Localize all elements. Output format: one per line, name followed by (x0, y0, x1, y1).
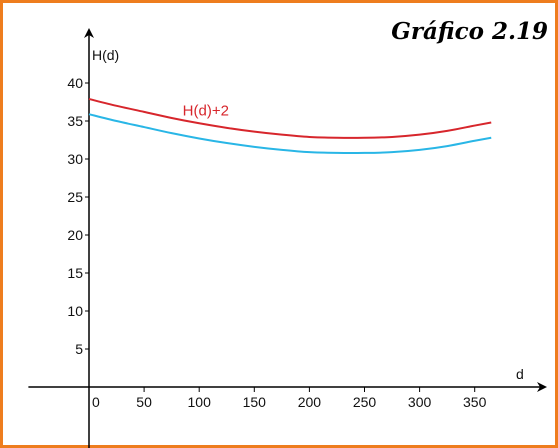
x-tick-label: 0 (92, 394, 100, 410)
x-tick-label: 100 (188, 394, 212, 410)
x-tick-label: 150 (243, 394, 267, 410)
y-tick-label: 20 (67, 227, 83, 243)
x-axis-label: d (516, 366, 524, 382)
chart-title: Gráfico 2.19 (391, 18, 548, 45)
y-tick-label: 15 (67, 265, 83, 281)
series-label: H(d)+2 (183, 102, 229, 119)
y-tick-label: 40 (67, 75, 83, 91)
y-tick-label: 30 (67, 151, 83, 167)
x-tick-label: 300 (408, 394, 432, 410)
series-line-h-plus-2 (88, 97, 492, 139)
series-line-h (88, 113, 492, 155)
y-tick-label: 10 (67, 303, 83, 319)
y-axis-label: H(d) (92, 47, 119, 63)
x-tick-label: 50 (136, 394, 152, 410)
x-tick-label: 200 (298, 394, 322, 410)
x-tick-label: 350 (463, 394, 487, 410)
y-tick-label: 25 (67, 189, 83, 205)
y-tick-label: 35 (67, 113, 83, 129)
y-tick-label: 5 (75, 341, 83, 357)
x-tick-label: 250 (353, 394, 377, 410)
